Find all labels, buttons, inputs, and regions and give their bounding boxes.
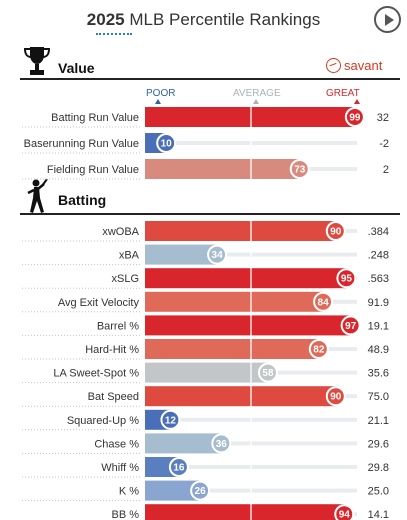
batting-percentile-bar[interactable] xyxy=(145,386,336,407)
value-stat-value: 2 xyxy=(383,164,389,176)
batting-stat-value: 14.1 xyxy=(368,509,389,520)
batting-percentile-label: 36 xyxy=(216,439,228,450)
scale-average-label: AVERAGE xyxy=(233,88,281,99)
scale-poor-label: POOR xyxy=(146,88,176,99)
batting-percentile-marker[interactable] xyxy=(340,315,361,336)
batting-percentile-marker[interactable] xyxy=(325,221,346,241)
batting-percentile-marker[interactable] xyxy=(190,480,211,501)
batting-stat-value: 75.0 xyxy=(368,391,389,403)
savant-brand-text: savant xyxy=(344,58,383,73)
batting-percentile-label: 58 xyxy=(262,368,274,379)
title-year: 2025 xyxy=(86,10,125,29)
value-section-title: Value xyxy=(58,60,95,76)
batting-row-label: Bat Speed xyxy=(88,391,139,403)
batting-percentile-label: 95 xyxy=(341,274,353,285)
batting-stat-value: 29.8 xyxy=(368,462,389,474)
value-percentile-marker[interactable] xyxy=(344,107,365,127)
batting-percentile-bar[interactable] xyxy=(145,480,201,501)
value-row-label: Batting Run Value xyxy=(51,112,139,124)
batting-percentile-marker[interactable] xyxy=(160,409,181,430)
batting-percentile-bar[interactable] xyxy=(145,504,345,520)
batter-icon xyxy=(27,178,48,213)
play-button[interactable] xyxy=(374,6,401,33)
batting-row-label: Whiff % xyxy=(101,462,139,474)
batting-percentile-label: 26 xyxy=(195,486,207,497)
batting-stat-value: 35.6 xyxy=(368,368,389,380)
batting-stat-value: 25.0 xyxy=(368,486,389,498)
scale-great-label: GREAT xyxy=(326,88,360,99)
batting-row-label: xSLG xyxy=(111,273,139,285)
savant-logo-icon xyxy=(326,58,341,73)
title-text: MLB Percentile Rankings xyxy=(129,10,321,29)
batting-row-label: Squared-Up % xyxy=(67,415,139,427)
batting-percentile-bar[interactable] xyxy=(145,362,268,383)
batting-percentile-marker[interactable] xyxy=(325,386,346,407)
batting-percentile-marker[interactable] xyxy=(207,244,228,265)
batting-row-label: BB % xyxy=(111,509,139,520)
batting-row-label: K % xyxy=(119,486,139,498)
value-percentile-bar[interactable] xyxy=(145,107,355,127)
savant-logo: savant xyxy=(326,58,382,73)
value-section-rule xyxy=(20,78,400,80)
batting-percentile-marker[interactable] xyxy=(211,433,232,454)
batting-row-label: Hard-Hit % xyxy=(85,344,139,356)
batting-stat-value: 48.9 xyxy=(368,344,389,356)
great-arrow-icon xyxy=(354,99,360,104)
value-row-label: Fielding Run Value xyxy=(47,164,139,176)
batting-percentile-bar[interactable] xyxy=(145,291,324,312)
value-percentile-label: 73 xyxy=(294,165,306,176)
batting-percentile-label: 94 xyxy=(339,510,351,520)
batting-row-label: Barrel % xyxy=(97,320,139,332)
batting-percentile-bar[interactable] xyxy=(145,433,222,454)
batting-percentile-marker[interactable] xyxy=(336,268,357,289)
batting-row-label: Avg Exit Velocity xyxy=(58,297,140,309)
batting-stat-value: 19.1 xyxy=(368,320,389,332)
batting-percentile-bar[interactable] xyxy=(145,315,351,336)
batting-percentile-label: 12 xyxy=(165,415,177,426)
trophy-icon xyxy=(24,47,50,75)
value-stat-value: -2 xyxy=(379,138,389,150)
value-percentile-label: 10 xyxy=(161,139,173,150)
batting-section-rule xyxy=(20,213,400,215)
average-arrow-icon xyxy=(253,99,259,104)
value-row-label: Baserunning Run Value xyxy=(24,138,139,150)
batting-stat-value: .384 xyxy=(368,226,389,238)
batting-percentile-label: 97 xyxy=(345,321,357,332)
batting-percentile-bar[interactable] xyxy=(145,244,218,265)
batting-row-label: xBA xyxy=(119,250,140,262)
batting-row-label: Chase % xyxy=(94,438,139,450)
batting-percentile-marker[interactable] xyxy=(313,291,334,312)
batting-percentile-label: 34 xyxy=(212,250,224,261)
batting-section-title: Batting xyxy=(58,192,107,208)
batting-percentile-marker[interactable] xyxy=(308,339,329,359)
batting-stat-value: 21.1 xyxy=(368,415,389,427)
batting-percentile-label: 82 xyxy=(313,345,325,356)
value-percentile-marker[interactable] xyxy=(156,133,177,153)
batting-percentile-label: 16 xyxy=(173,463,185,474)
batting-percentile-label: 90 xyxy=(330,227,342,238)
batting-percentile-label: 90 xyxy=(330,392,342,403)
batting-percentile-marker[interactable] xyxy=(334,504,355,520)
batting-percentile-marker[interactable] xyxy=(257,362,278,383)
batting-percentile-bar[interactable] xyxy=(145,268,347,289)
title-underline xyxy=(96,33,132,35)
value-percentile-label: 99 xyxy=(349,113,361,124)
batting-stat-value: 29.6 xyxy=(368,438,389,450)
batting-stat-value: 91.9 xyxy=(368,297,389,309)
batting-percentile-bar[interactable] xyxy=(145,221,336,241)
batting-row-label: xwOBA xyxy=(102,226,139,238)
value-percentile-bar[interactable] xyxy=(145,159,300,179)
poor-arrow-icon xyxy=(155,99,161,104)
batting-row-label: LA Sweet-Spot % xyxy=(53,368,139,380)
batting-stat-value: .563 xyxy=(368,273,389,285)
batting-percentile-marker[interactable] xyxy=(168,457,189,477)
page-title: 2025 MLB Percentile Rankings xyxy=(0,10,407,30)
batting-stat-value: .248 xyxy=(368,250,389,262)
value-percentile-marker[interactable] xyxy=(289,159,310,179)
batting-percentile-label: 84 xyxy=(318,297,330,308)
value-stat-value: 32 xyxy=(377,112,389,124)
batting-percentile-bar[interactable] xyxy=(145,339,319,359)
